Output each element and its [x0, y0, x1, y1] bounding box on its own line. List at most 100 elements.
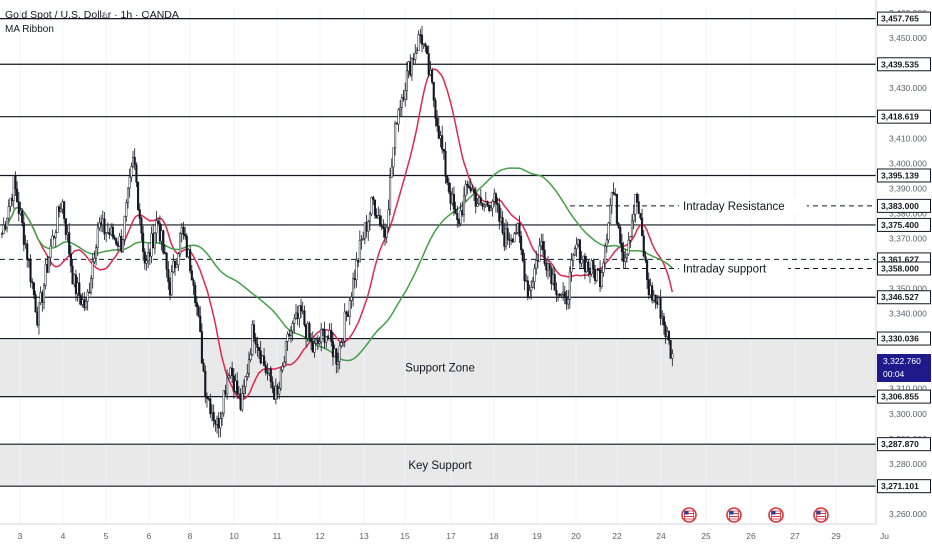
candle-body: [210, 412, 214, 414]
candle-body: [373, 199, 377, 216]
candle-body: [51, 235, 54, 247]
candle-body: [563, 291, 566, 297]
candle-body: [659, 297, 662, 319]
candle-body: [212, 412, 215, 421]
candle-body: [400, 97, 403, 108]
candle-body: [288, 333, 291, 336]
candle-body: [268, 368, 271, 374]
x-tick-label: 19: [532, 531, 542, 541]
candle-body: [358, 240, 361, 263]
candle-body: [91, 261, 94, 279]
x-tick-label: 3: [18, 531, 23, 541]
candle-body: [299, 305, 303, 312]
candle-body: [415, 50, 419, 54]
candle-body: [254, 337, 257, 345]
annotation-bg: [679, 197, 807, 213]
candle-body: [392, 147, 395, 168]
candle-body: [7, 206, 10, 219]
candle-body: [375, 215, 378, 219]
candle-body: [575, 244, 578, 249]
candle-body: [555, 290, 558, 296]
candle-body: [259, 350, 262, 364]
level-price-label: 3,306.855: [881, 392, 919, 402]
candle-body: [377, 215, 380, 219]
candle-body: [588, 270, 592, 275]
candle-body: [478, 197, 481, 205]
candle-body: [177, 253, 180, 266]
x-tick-label: 6: [147, 531, 152, 541]
candle-body: [170, 271, 173, 296]
candle-body: [521, 249, 524, 261]
candle-body: [74, 274, 77, 295]
candle-body: [362, 238, 365, 240]
candle-body: [195, 302, 198, 308]
candle-body: [318, 341, 321, 344]
candle-body: [172, 261, 175, 273]
candle-body: [281, 365, 284, 371]
economic-event-icon[interactable]: [726, 507, 742, 523]
candle-body: [101, 218, 104, 225]
level-price-badge-inner: [878, 480, 930, 493]
candle-body: [44, 264, 47, 286]
candle-body: [49, 245, 52, 258]
candle-body: [662, 316, 665, 326]
candle-body: [79, 295, 83, 305]
candle-body: [420, 34, 424, 45]
candle-body: [303, 310, 306, 326]
candle-body: [229, 367, 232, 377]
candle-body: [590, 260, 593, 275]
candle-body: [58, 206, 61, 212]
candle-body: [158, 223, 161, 242]
candle-body: [357, 260, 360, 263]
candle-body: [16, 188, 19, 203]
candle-body: [395, 122, 398, 125]
candle-body: [83, 299, 86, 308]
candle-body: [625, 253, 629, 259]
candle-body: [247, 359, 251, 374]
candle-body: [189, 249, 192, 272]
candle-body: [145, 260, 148, 264]
candle-body: [462, 195, 466, 216]
candle-body: [345, 311, 348, 315]
candle-body: [237, 393, 240, 396]
y-tick-label: 3,370.000: [889, 233, 927, 243]
candle-body: [27, 259, 30, 261]
candle-body: [380, 225, 383, 227]
candle-body: [570, 259, 573, 273]
candle-body: [523, 260, 526, 282]
candle-body: [325, 336, 328, 343]
candle-body: [125, 202, 128, 217]
candle-body: [530, 287, 533, 291]
candle-body: [118, 235, 121, 247]
candle-body: [595, 269, 598, 281]
x-tick-label: 13: [359, 531, 369, 541]
level-price-badge-inner: [878, 253, 930, 266]
level-price-label: 3,457.765: [881, 14, 919, 24]
x-tick-label: 18: [489, 531, 499, 541]
economic-event-icon[interactable]: [813, 507, 829, 523]
candle-body: [488, 205, 491, 211]
candle-body: [394, 122, 397, 149]
candle-body: [37, 302, 41, 326]
candle-body: [131, 156, 135, 167]
candle-body: [656, 301, 659, 305]
candle-body: [383, 228, 387, 238]
level-annotation: Intraday support: [683, 264, 767, 276]
candle-body: [368, 213, 371, 222]
candle-body: [447, 182, 450, 192]
economic-event-icon[interactable]: [681, 507, 697, 523]
candle-body: [651, 285, 654, 301]
candle-body: [71, 265, 74, 285]
candle-body: [93, 258, 96, 263]
candle-body: [494, 193, 497, 204]
x-tick-label: 4: [61, 531, 66, 541]
candle-body: [427, 53, 430, 75]
candle-body: [412, 58, 415, 60]
candle-body: [545, 263, 548, 271]
candle-body: [538, 245, 541, 262]
indicator-label[interactable]: MA Ribbon: [5, 24, 54, 35]
candle-body: [548, 263, 551, 270]
candle-body: [88, 291, 91, 294]
economic-event-icon[interactable]: [768, 507, 784, 523]
